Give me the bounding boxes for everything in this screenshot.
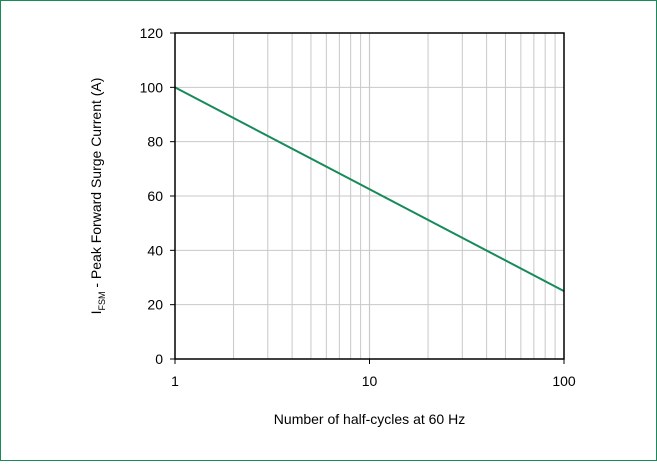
x-tick-label: 10 <box>362 373 378 389</box>
y-tick-label: 120 <box>140 25 164 41</box>
x-tick-label: 100 <box>552 373 576 389</box>
x-tick-label: 1 <box>171 373 179 389</box>
y-tick-label: 20 <box>147 297 163 313</box>
y-tick-label: 0 <box>155 351 163 367</box>
y-tick-label: 40 <box>147 242 163 258</box>
y-tick-label: 60 <box>147 188 163 204</box>
series-line <box>174 86 565 292</box>
grid <box>175 33 564 359</box>
y-tick-label: 80 <box>147 134 163 150</box>
y-axis-title: IFSM - Peak Forward Surge Current (A) <box>88 78 107 315</box>
y-axis-title-subscript: FSM <box>97 292 107 311</box>
x-axis-title: Number of half-cycles at 60 Hz <box>274 411 465 427</box>
series-layer <box>174 86 565 292</box>
y-axis-title-symbol: I <box>88 311 104 315</box>
y-tick-label: 100 <box>140 79 164 95</box>
y-axis-title-text: - Peak Forward Surge Current (A) <box>88 78 104 292</box>
